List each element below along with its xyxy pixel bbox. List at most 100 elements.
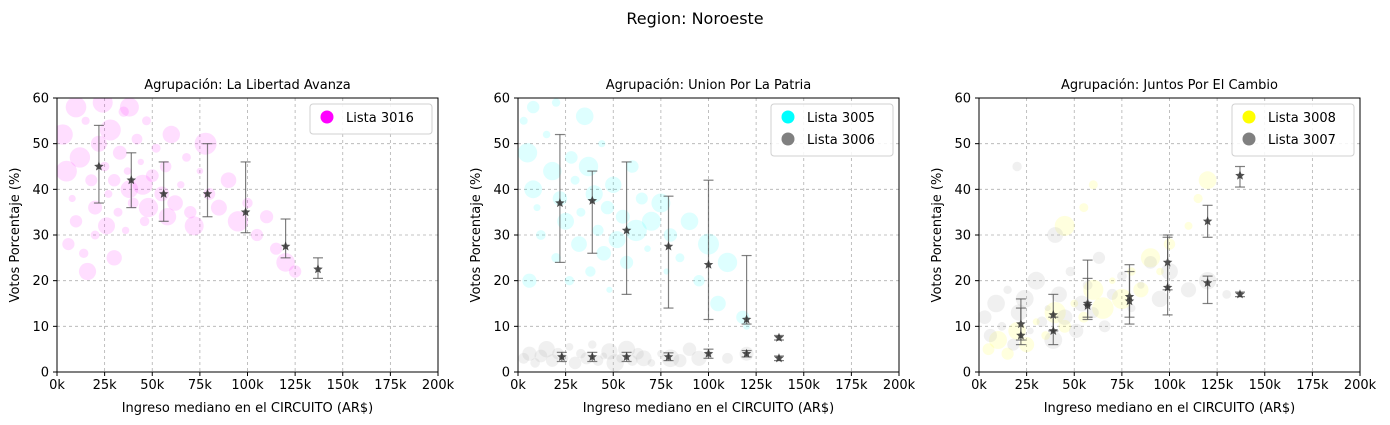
- scatter-point: [184, 206, 197, 219]
- legend-marker: [1242, 132, 1256, 146]
- scatter-point: [673, 354, 687, 368]
- x-axis-label: Ingreso mediano en el CIRCUITO (AR$): [1044, 401, 1296, 416]
- scatter-point: [108, 174, 121, 187]
- scatter-point: [1032, 318, 1040, 326]
- scatter-point: [1036, 316, 1048, 328]
- x-tick-label: 200k: [883, 378, 916, 393]
- median-star-marker: [663, 351, 674, 361]
- scatter-point: [1027, 271, 1046, 290]
- scatter-point: [568, 356, 582, 370]
- scatter-point: [600, 352, 608, 360]
- x-tick-label: 125k: [1201, 378, 1234, 393]
- median-star-marker: [703, 348, 714, 358]
- scatter-point: [625, 219, 647, 242]
- y-tick-label: 50: [954, 137, 971, 152]
- scatter-point: [119, 98, 139, 117]
- scatter-point: [663, 228, 678, 242]
- scatter-point: [651, 193, 671, 213]
- y-tick-label: 60: [32, 92, 49, 107]
- scatter-point: [1044, 302, 1066, 324]
- y-tick-label: 60: [954, 92, 971, 107]
- x-tick-label: 125k: [740, 378, 773, 393]
- y-tick-label: 0: [41, 366, 49, 381]
- scatter-point: [1222, 290, 1232, 299]
- scatter-point: [680, 212, 699, 231]
- scatter-point: [1127, 304, 1136, 313]
- scatter-point: [1070, 299, 1079, 308]
- x-tick-label: 100k: [692, 378, 725, 393]
- scatter-point: [693, 275, 705, 287]
- scatter-point: [644, 245, 651, 252]
- scatter-point: [542, 130, 551, 139]
- scatter-point: [131, 133, 143, 145]
- scatter-point: [1065, 266, 1076, 277]
- scatter-point: [1193, 193, 1203, 204]
- scatter-point: [626, 160, 639, 173]
- scatter-point: [1184, 221, 1193, 230]
- y-tick-label: 30: [32, 229, 49, 244]
- scatter-point: [1027, 327, 1034, 335]
- y-tick-label: 20: [493, 274, 510, 289]
- scatter-point: [106, 250, 122, 266]
- x-tick-label: 150k: [788, 378, 821, 393]
- scatter-point: [138, 197, 159, 218]
- legend-box: [770, 103, 894, 157]
- scatter-point: [585, 185, 603, 203]
- scatter-point: [538, 341, 555, 358]
- scatter-point: [997, 321, 1007, 331]
- x-tick-label: 150k: [1249, 378, 1282, 393]
- scatter-point: [65, 98, 87, 118]
- scatter-point: [1079, 203, 1089, 213]
- scatter-point: [220, 172, 237, 188]
- scatter-point: [242, 197, 253, 209]
- scatter-point: [1069, 323, 1084, 338]
- scatter-point: [158, 208, 177, 226]
- median-star-marker: [1082, 300, 1093, 310]
- y-tick-label: 60: [493, 92, 510, 107]
- scatter-point: [1133, 282, 1149, 298]
- scatter-point: [196, 167, 204, 175]
- scatter-point: [675, 253, 685, 263]
- scatter-point: [227, 211, 249, 232]
- scatter-point: [184, 216, 204, 236]
- scatter-point: [1007, 338, 1020, 351]
- scatter-point: [575, 107, 594, 126]
- scatter-point: [68, 194, 76, 203]
- scatter-point: [592, 355, 604, 366]
- legend-label: Lista 3016: [346, 111, 414, 126]
- scatter-point: [989, 331, 1007, 349]
- median-star-marker: [621, 225, 632, 235]
- median-star-marker: [741, 314, 752, 324]
- scatter-point: [522, 273, 537, 288]
- chart-panel-2: 0k 25k 50k 75k 100k 125k 150k 175k 200k 0 10 20 30 40…: [469, 78, 916, 416]
- scatter-point: [1012, 161, 1022, 172]
- scatter-point: [1054, 215, 1075, 236]
- scatter-point: [1003, 285, 1012, 294]
- scatter-point: [69, 215, 83, 228]
- x-tick-label: 200k: [1344, 378, 1377, 393]
- scatter-point: [288, 265, 302, 278]
- scatter-point: [145, 169, 159, 183]
- chart-title: Agrupación: Juntos Por El Cambio: [1061, 78, 1278, 93]
- scatter-point: [527, 100, 540, 114]
- x-tick-label: 150k: [327, 378, 360, 393]
- y-axis-label: Votos Porcentaje (%): [930, 168, 945, 303]
- scatter-point: [606, 286, 613, 293]
- scatter-point: [1137, 281, 1145, 289]
- y-tick-label: 10: [32, 320, 49, 335]
- scatter-point: [99, 161, 110, 172]
- scatter-point: [121, 226, 130, 235]
- y-tick-label: 20: [954, 274, 971, 289]
- median-star-marker: [774, 332, 784, 342]
- scatter-point: [635, 192, 648, 205]
- scatter-layer: [518, 98, 754, 372]
- legend-marker: [1242, 110, 1256, 124]
- scatter-point: [113, 207, 123, 217]
- scatter-point: [177, 181, 185, 189]
- scatter-point: [717, 252, 738, 273]
- legend: Lista 3008 Lista 3007: [1231, 103, 1355, 157]
- binned-layer: [554, 133, 784, 363]
- scatter-point: [250, 228, 264, 242]
- scatter-point: [585, 266, 596, 277]
- scatter-point: [182, 153, 191, 162]
